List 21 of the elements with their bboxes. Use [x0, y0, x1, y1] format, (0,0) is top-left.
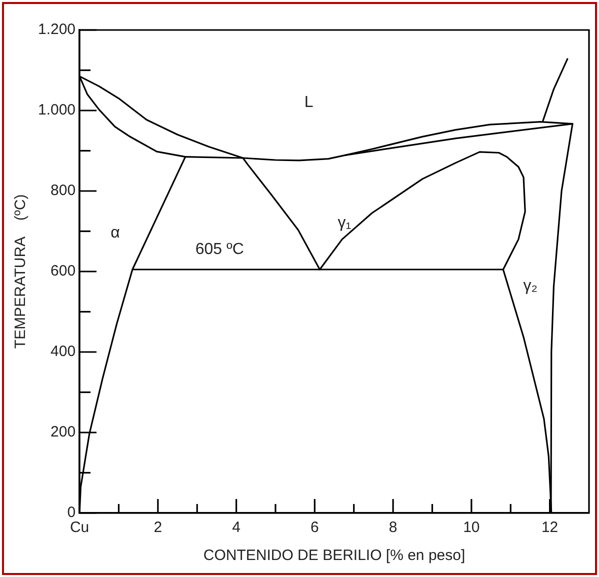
y-axis-title: TEMPERATURA (ºC)	[12, 194, 30, 349]
y-tick-label: 200	[50, 424, 76, 441]
x-tick-label: 12	[541, 519, 558, 536]
annotation: L	[304, 94, 314, 111]
x-tick-label: 10	[463, 519, 480, 536]
x-tick-label: 2	[154, 519, 162, 536]
y-tick-label: 1.000	[38, 102, 76, 119]
y-tick-label: 800	[50, 182, 76, 200]
y-tick-label: 0	[67, 504, 76, 522]
x-tick-label: Cu	[70, 519, 90, 536]
annotation: α	[110, 224, 120, 242]
x-tick-label: 4	[232, 519, 240, 536]
x-axis-title: CONTENIDO DE BERILIO [% en peso]	[203, 547, 466, 564]
x-tick-label: 6	[310, 519, 319, 536]
annotation: γ₁	[338, 214, 352, 232]
annotation: 605 ºC	[195, 241, 244, 258]
x-tick-label: 8	[388, 519, 398, 536]
y-tick-label: 600	[50, 262, 76, 280]
y-tick-label: 400	[50, 343, 76, 360]
y-tick-label: 1.200	[38, 21, 76, 38]
annotation: γ₂	[523, 277, 538, 294]
